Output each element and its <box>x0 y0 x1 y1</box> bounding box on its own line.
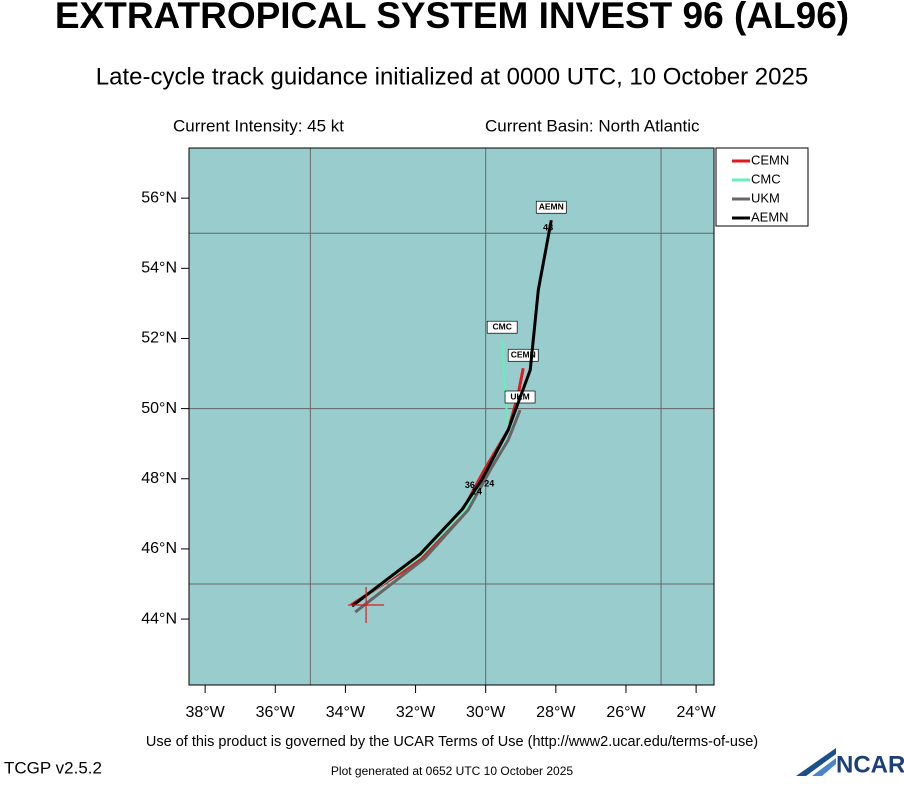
y-tick-label: 54°N <box>141 260 177 277</box>
map-background <box>189 148 714 685</box>
label-box <box>535 200 567 214</box>
track-line <box>354 409 522 614</box>
x-tick-label: 38°W <box>185 704 225 721</box>
x-tick-label: 30°W <box>466 704 506 721</box>
track-end-label: AEMN <box>535 200 567 214</box>
y-tick-label: 52°N <box>141 330 177 347</box>
track-end-label: CMC <box>486 320 518 334</box>
legend-label: CEMN <box>751 152 789 167</box>
intensity: Current Intensity: 45 kt <box>173 116 344 135</box>
x-tick-label: 34°W <box>326 704 366 721</box>
hour-label: 24 <box>484 478 494 488</box>
logo-mark <box>796 748 836 776</box>
y-tick-label: 44°N <box>141 610 177 627</box>
y-tick-label: 46°N <box>141 540 177 557</box>
chart-subtitle: Late-cycle track guidance initialized at… <box>96 63 808 90</box>
track-end-label: CEMN <box>507 348 539 362</box>
end-label: CEMN <box>511 350 536 360</box>
logo-mark <box>812 758 836 776</box>
basin: Current Basin: North Atlantic <box>485 116 700 135</box>
version: TCGP v2.5.2 <box>4 758 102 777</box>
terms: Use of this product is governed by the U… <box>146 734 758 750</box>
logo-text: NCAR <box>836 751 904 778</box>
x-tick-label: 26°W <box>606 704 646 721</box>
hour-label: 48 <box>543 222 553 232</box>
x-tick-label: 28°W <box>536 704 576 721</box>
legend-label: AEMN <box>751 209 789 224</box>
label-box <box>486 320 518 334</box>
end-label: AEMN <box>539 202 564 212</box>
generated: Plot generated at 0652 UTC 10 October 20… <box>331 764 573 778</box>
end-label: CMC <box>492 321 511 331</box>
chart-title: EXTRATROPICAL SYSTEM INVEST 96 (AL96) <box>55 0 849 36</box>
hour-label: 36 <box>465 480 475 490</box>
y-tick-label: 48°N <box>141 470 177 487</box>
hour-label: 24 <box>472 486 482 496</box>
legend-box <box>715 147 809 227</box>
x-tick-label: 32°W <box>396 704 436 721</box>
track-line <box>351 219 553 608</box>
x-tick-label: 24°W <box>676 704 716 721</box>
y-tick-label: 50°N <box>141 400 177 417</box>
plot-frame <box>188 147 715 686</box>
legend-label: CMC <box>751 171 781 186</box>
y-tick-label: 56°N <box>141 189 177 206</box>
x-tick-label: 36°W <box>256 704 296 721</box>
legend-label: UKM <box>751 190 780 205</box>
logo: NCAR <box>796 748 904 778</box>
